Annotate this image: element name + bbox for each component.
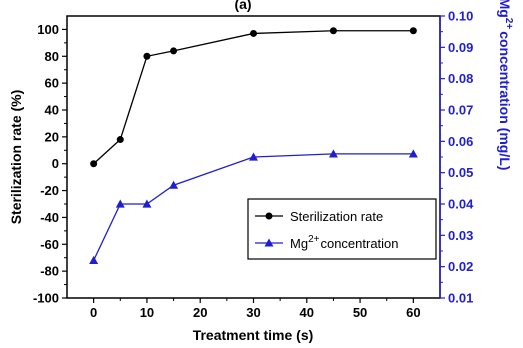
panel-label: (a) <box>234 0 251 12</box>
mg-concentration-point <box>249 152 258 161</box>
y-right-title-rest: concentration (mg/L) <box>497 31 513 170</box>
sterilization-rate-point <box>116 136 124 144</box>
mg-concentration-point <box>408 149 418 158</box>
x-tick-label: 30 <box>246 305 260 320</box>
x-axis-title: Treatment time (s) <box>193 327 314 343</box>
x-tick-label: 40 <box>300 305 314 320</box>
y-right-tick-label: 0.02 <box>448 259 473 274</box>
x-tick-label: 0 <box>90 305 97 320</box>
sterilization-rate-point <box>409 27 417 35</box>
mg-concentration-point <box>328 149 338 158</box>
mg-concentration-point <box>115 199 125 208</box>
y-right-tick-label: 0.04 <box>448 197 474 212</box>
x-tick-label: 10 <box>140 305 154 320</box>
y-left-tick-label: 20 <box>45 129 59 144</box>
y-left-tick-label: 100 <box>37 22 59 37</box>
sterilization-rate-point <box>90 160 98 168</box>
y-axis-right: 0.01 0.02 0.03 0.04 0.05 0.06 0.07 0.08 0.09 0.10 <box>440 9 474 306</box>
y-left-tick-label: -60 <box>40 237 59 252</box>
y-left-tick-label: -100 <box>33 291 59 306</box>
y-left-tick-label: -40 <box>40 210 59 225</box>
y-right-tick-label: 0.03 <box>448 228 473 243</box>
legend-label-mg: Mg2+concentration <box>290 234 399 251</box>
y-right-tick-label: 0.01 <box>448 291 473 306</box>
legend-label-sterilization: Sterilization rate <box>290 209 383 224</box>
y-right-tick-label: 0.09 <box>448 40 473 55</box>
y-right-tick-label: 0.10 <box>448 9 473 24</box>
series-layer <box>89 27 418 264</box>
legend-box <box>247 198 437 260</box>
y-right-tick-label: 0.07 <box>448 103 473 118</box>
y-right-tick-label: 0.06 <box>448 134 473 149</box>
y-right-tick-label: 0.05 <box>448 165 473 180</box>
x-tick-label: 60 <box>406 305 420 320</box>
y-left-tick-label: 40 <box>45 103 59 118</box>
mg-concentration-point <box>89 255 99 264</box>
y-left-tick-label: 60 <box>45 76 59 91</box>
legend: Sterilization rate Mg2+concentration <box>247 198 437 260</box>
y-right-tick-label: 0.08 <box>448 71 473 86</box>
sterilization-rate-point <box>250 29 257 37</box>
legend-mg-base: Mg <box>290 236 308 251</box>
y-left-axis-title: Sterilization rate (%) <box>8 90 24 225</box>
x-axis: 0 10 20 30 40 50 60 <box>90 298 421 320</box>
sterilization-rate-line <box>93 30 414 165</box>
legend-marker-mg <box>264 238 274 247</box>
y-left-tick-label: -20 <box>40 183 59 198</box>
legend-mg-rest: concentration <box>320 236 398 251</box>
y-left-tick-label: 80 <box>45 49 59 64</box>
sterilization-rate-point <box>143 52 151 60</box>
legend-marker-sterilization <box>265 212 273 220</box>
sterilization-rate-point <box>329 27 337 35</box>
y-left-tick-label: -80 <box>40 264 59 279</box>
legend-mg-sup: 2+ <box>308 234 320 245</box>
mg-concentration-point <box>142 199 152 208</box>
sterilization-rate-point <box>170 47 178 55</box>
mg-concentration-point <box>169 180 179 189</box>
y-axis-left: -100 -80 -60 -40 -20 0 20 40 60 80 100 <box>33 22 67 306</box>
x-tick-label: 20 <box>193 305 207 320</box>
y-left-tick-label: 0 <box>52 156 59 171</box>
y-right-axis-title: Mg2+concentration (mg/L) <box>497 0 514 170</box>
y-right-title-sup: 2+ <box>503 18 514 30</box>
x-tick-label: 50 <box>353 305 367 320</box>
y-right-title-base: Mg <box>497 0 513 18</box>
